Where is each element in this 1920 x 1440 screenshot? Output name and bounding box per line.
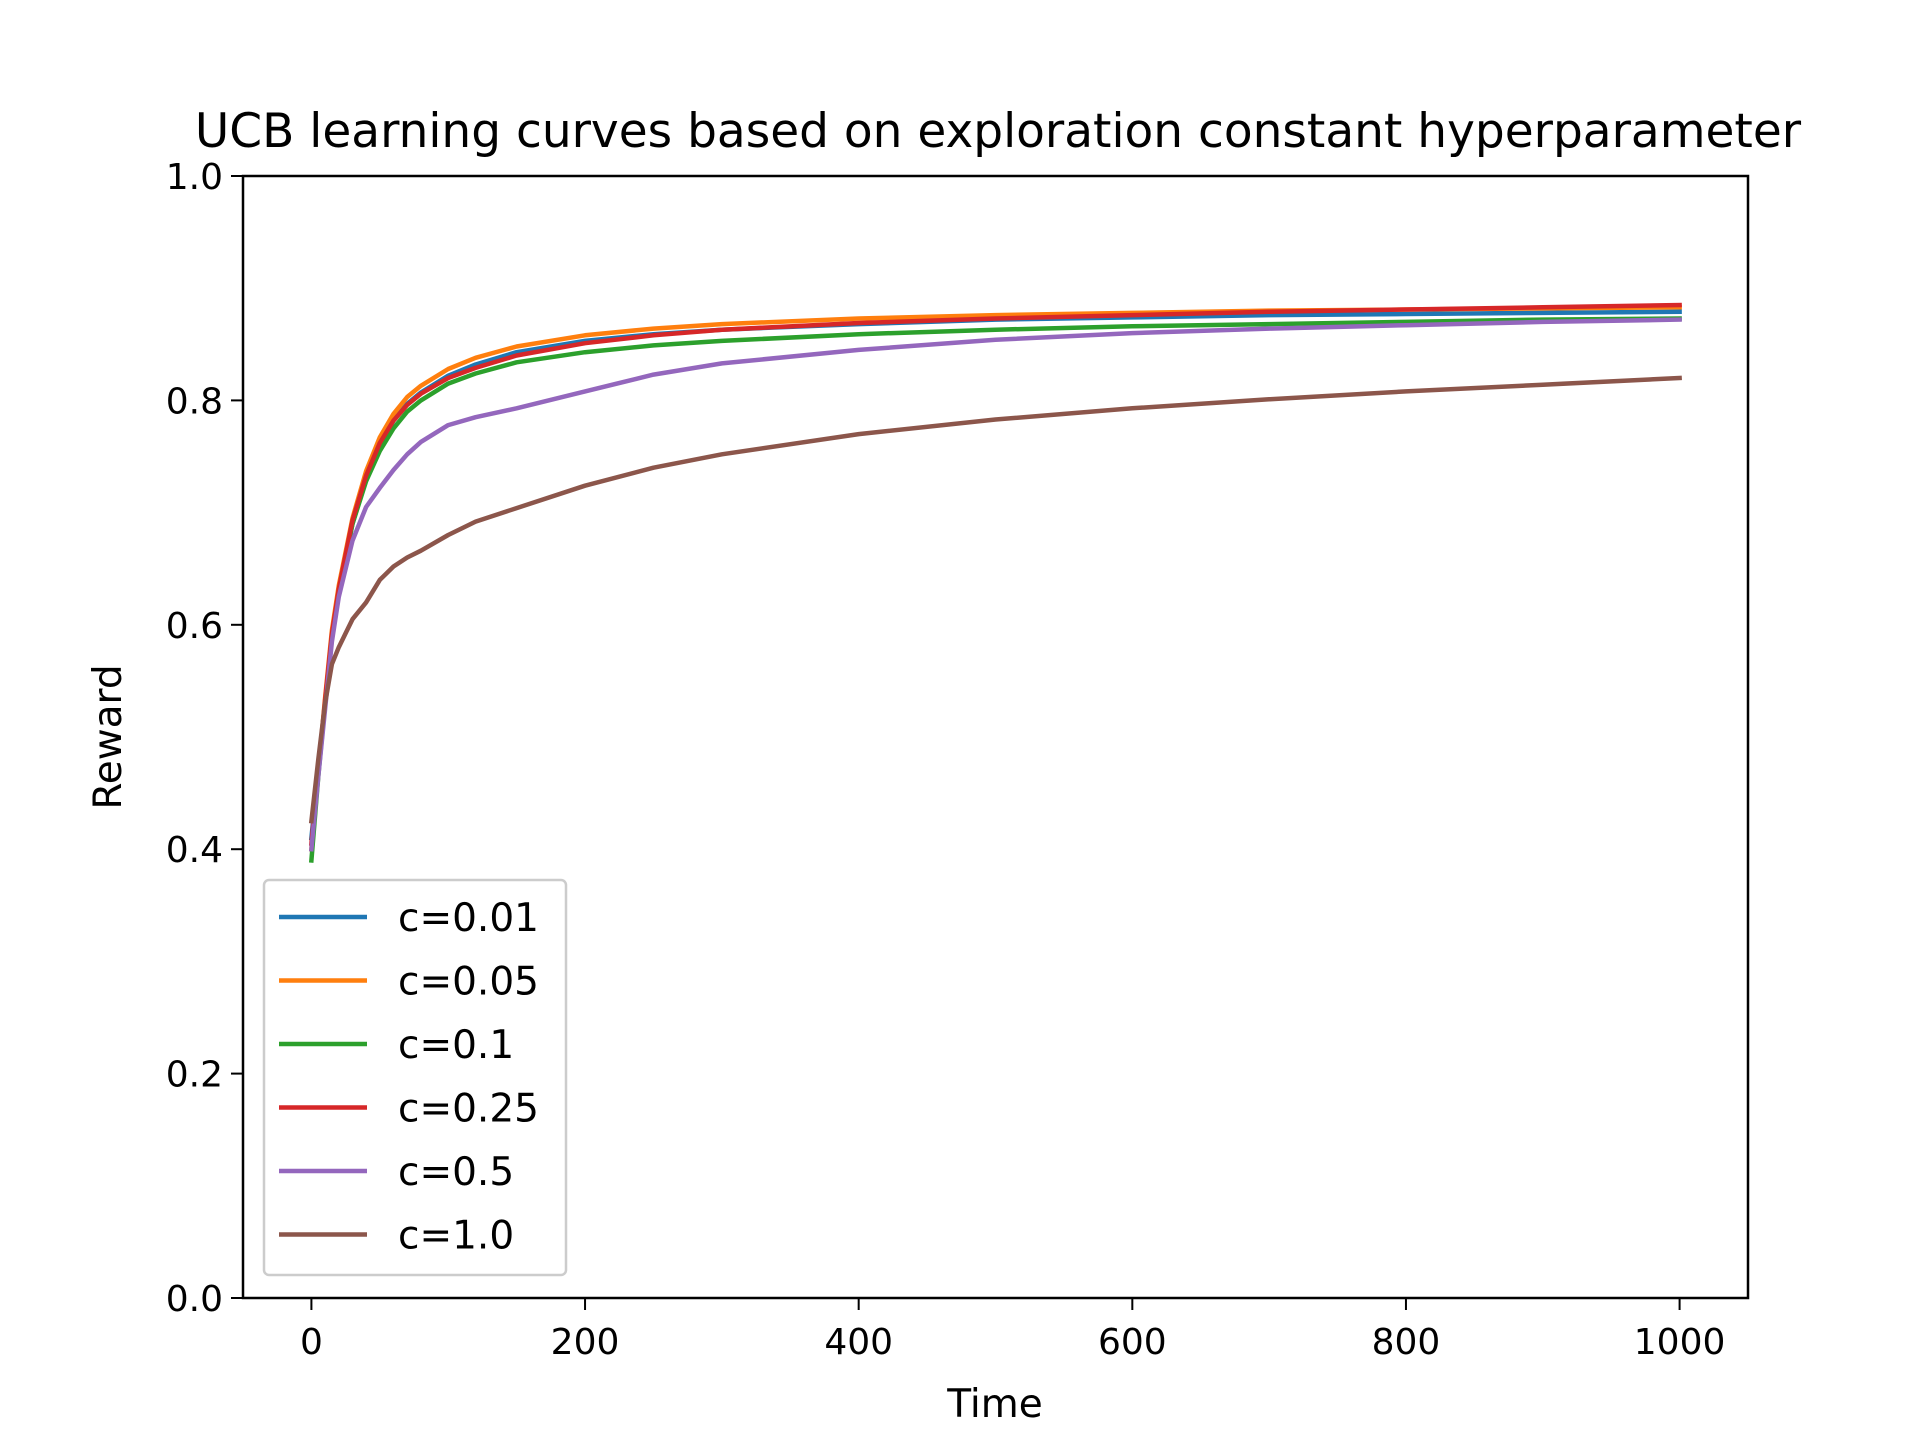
x-tick-label-3: 600 — [1098, 1322, 1167, 1363]
y-tick-label-2: 0.4 — [166, 830, 223, 871]
x-tick-label-5: 1000 — [1634, 1322, 1726, 1363]
y-tick-label-5: 1.0 — [166, 157, 223, 198]
legend-label-3: c=0.25 — [398, 1087, 539, 1132]
legend-label-2: c=0.1 — [398, 1023, 514, 1068]
series-lines — [308, 302, 1682, 863]
legend-label-4: c=0.5 — [398, 1150, 514, 1195]
legend-label-5: c=1.0 — [398, 1214, 514, 1259]
plot-area-frame — [241, 174, 1750, 1300]
y-tick-label-3: 0.6 — [166, 606, 223, 647]
series-line-5 — [308, 375, 1682, 824]
x-axis-ticks: 0 200 400 600 800 1000 — [300, 1298, 1725, 1363]
y-axis-label: Reward — [86, 664, 131, 809]
legend: c=0.01 c=0.05 c=0.1 c=0.25 c=0.5 c=1.0 — [262, 878, 568, 1277]
y-tick-label-4: 0.8 — [166, 381, 223, 422]
y-tick-label-1: 0.2 — [166, 1055, 223, 1096]
chart-title: UCB learning curves based on exploration… — [195, 104, 1802, 159]
x-axis-label: Time — [946, 1382, 1042, 1427]
series-line-4 — [308, 317, 1682, 852]
legend-label-0: c=0.01 — [398, 896, 539, 941]
y-tick-label-0: 0.0 — [166, 1279, 223, 1320]
x-tick-label-0: 0 — [300, 1322, 323, 1363]
x-tick-label-4: 800 — [1372, 1322, 1441, 1363]
y-axis-ticks: 0.0 0.2 0.4 0.6 0.8 1.0 — [166, 157, 243, 1320]
legend-label-1: c=0.05 — [398, 960, 539, 1005]
x-tick-label-1: 200 — [551, 1322, 620, 1363]
x-tick-label-2: 400 — [824, 1322, 893, 1363]
